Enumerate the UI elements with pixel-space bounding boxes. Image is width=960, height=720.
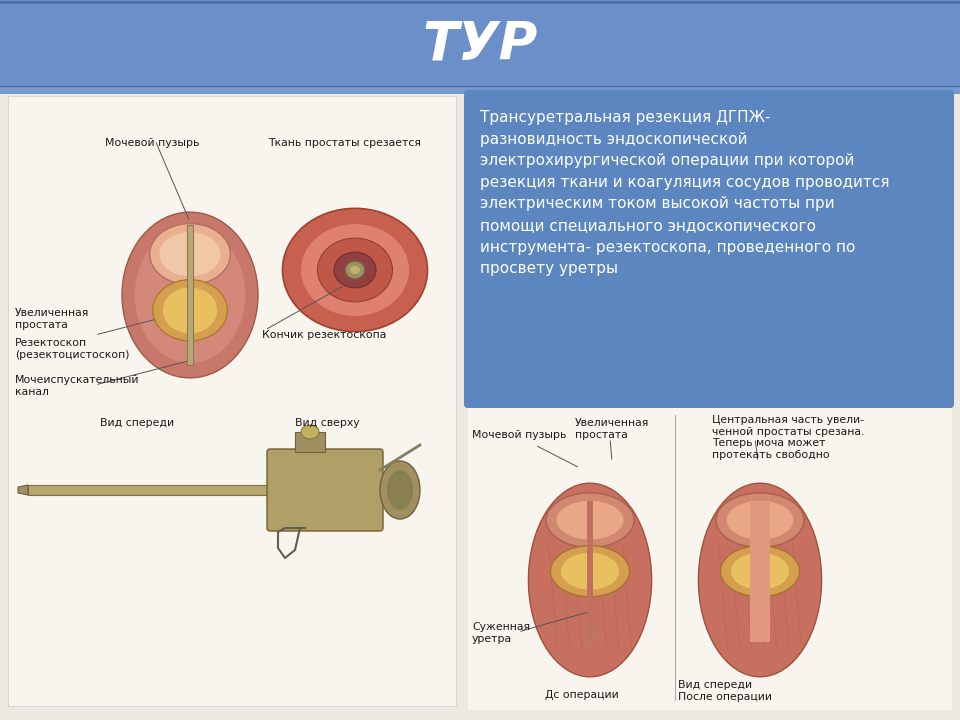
Ellipse shape bbox=[282, 208, 427, 332]
Bar bbox=[8, 96, 456, 706]
Ellipse shape bbox=[150, 224, 230, 285]
Ellipse shape bbox=[557, 501, 623, 539]
Text: Суженная
уретра: Суженная уретра bbox=[472, 622, 530, 644]
Bar bbox=[187, 225, 193, 365]
Ellipse shape bbox=[716, 493, 804, 547]
Bar bbox=[0, 86, 960, 94]
Text: Мочевой пузырь: Мочевой пузырь bbox=[472, 430, 566, 440]
Ellipse shape bbox=[301, 224, 409, 316]
Text: Вид спереди: Вид спереди bbox=[678, 680, 752, 690]
Bar bbox=[751, 501, 770, 642]
Text: Мочеиспускательный
канал: Мочеиспускательный канал bbox=[15, 375, 139, 397]
Ellipse shape bbox=[134, 227, 245, 363]
Bar bbox=[295, 432, 325, 452]
Text: После операции: После операции bbox=[678, 692, 772, 702]
Ellipse shape bbox=[122, 212, 258, 378]
Ellipse shape bbox=[561, 553, 619, 590]
Bar bbox=[0, 0, 960, 88]
FancyBboxPatch shape bbox=[267, 449, 383, 531]
Text: Мочевой пузырь: Мочевой пузырь bbox=[105, 138, 200, 148]
Ellipse shape bbox=[698, 483, 822, 677]
Ellipse shape bbox=[546, 493, 634, 547]
Text: Увеличенная
простата: Увеличенная простата bbox=[15, 308, 89, 330]
Bar bbox=[587, 501, 593, 642]
Ellipse shape bbox=[528, 483, 652, 677]
Bar bbox=[0, 88, 960, 720]
Ellipse shape bbox=[387, 470, 413, 510]
Ellipse shape bbox=[159, 232, 221, 276]
Text: Дс операции: Дс операции bbox=[545, 690, 619, 700]
Ellipse shape bbox=[550, 546, 630, 597]
Ellipse shape bbox=[731, 553, 789, 590]
Text: Кончик резектоскопа: Кончик резектоскопа bbox=[262, 330, 386, 340]
Ellipse shape bbox=[153, 279, 228, 341]
Ellipse shape bbox=[350, 266, 360, 274]
Ellipse shape bbox=[720, 546, 800, 597]
Bar bbox=[28, 485, 338, 495]
Ellipse shape bbox=[334, 252, 376, 288]
Text: Трансуретральная резекция ДГПЖ-
разновидность эндоскопической
электрохирургическ: Трансуретральная резекция ДГПЖ- разновид… bbox=[480, 110, 890, 276]
Ellipse shape bbox=[318, 238, 393, 302]
Ellipse shape bbox=[585, 621, 595, 645]
Ellipse shape bbox=[301, 425, 319, 439]
Ellipse shape bbox=[345, 261, 365, 279]
Text: Вид сверху: Вид сверху bbox=[295, 418, 360, 428]
Text: Ткань простаты срезается: Ткань простаты срезается bbox=[268, 138, 421, 148]
Text: Резектоскоп
(резектоцистоскоп): Резектоскоп (резектоцистоскоп) bbox=[15, 338, 130, 359]
Polygon shape bbox=[18, 485, 28, 495]
Text: Центральная часть увели-
ченной простаты срезана.
Теперь моча может
протекать св: Центральная часть увели- ченной простаты… bbox=[712, 415, 864, 460]
Text: Вид спереди: Вид спереди bbox=[100, 418, 174, 428]
Bar bbox=[468, 408, 952, 710]
Text: ТУР: ТУР bbox=[422, 18, 538, 70]
Ellipse shape bbox=[380, 461, 420, 519]
Ellipse shape bbox=[727, 501, 793, 539]
Text: Увеличенная
простата: Увеличенная простата bbox=[575, 418, 649, 440]
FancyBboxPatch shape bbox=[464, 90, 954, 408]
Ellipse shape bbox=[163, 287, 217, 333]
Bar bbox=[188, 234, 192, 356]
